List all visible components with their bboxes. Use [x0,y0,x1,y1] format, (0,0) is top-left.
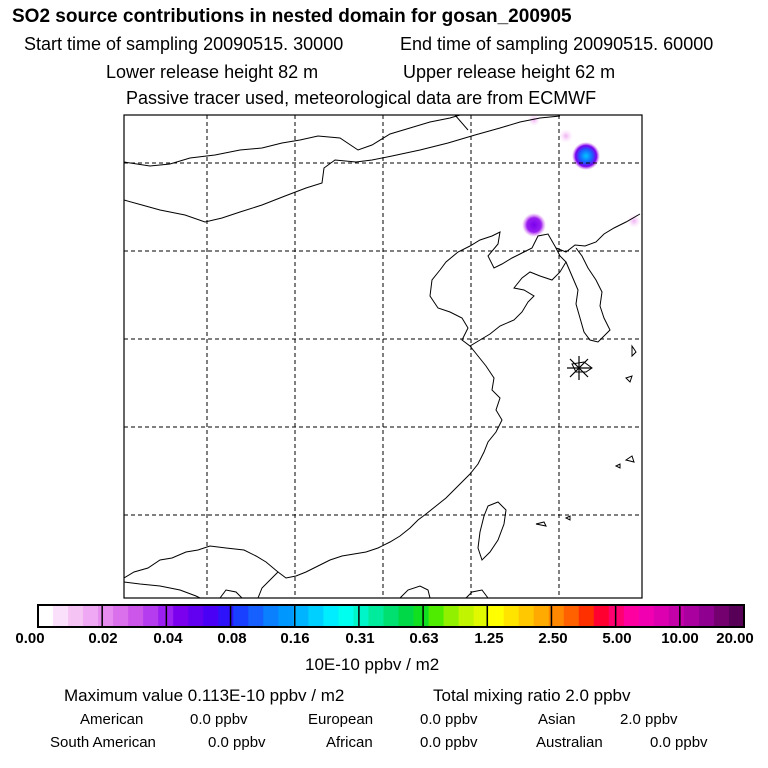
colorbar-swatch [698,605,715,627]
colorbar-swatch [668,605,685,627]
faint-source-spot [528,115,540,126]
faint-source-spot [559,129,573,143]
colorbar-label: 0.16 [280,630,310,647]
upper-release-height: Upper release height 62 m [403,62,616,82]
african-value: 0.0 ppbv [420,734,478,751]
colorbar-label: 0.00 [15,630,45,647]
colorbar-swatch [323,605,340,627]
colorbar-swatch [593,605,610,627]
european-value: 0.0 ppbv [420,711,478,728]
colorbar-swatch [338,605,355,627]
australian-value: 0.0 ppbv [650,734,708,751]
colorbar-swatch [683,605,700,627]
colorbar-label: 0.31 [345,630,375,647]
colorbar-swatch [713,605,730,627]
map-frame [123,114,643,599]
end-sampling-time: End time of sampling 20090515. 60000 [400,34,714,54]
colorbar-swatch [608,605,625,627]
total-mixing-ratio: Total mixing ratio 2.0 ppbv [433,686,631,705]
colorbar-label: 0.02 [88,630,118,647]
colorbar-swatch [53,605,69,627]
source-blob-northeast [572,142,600,170]
american-label: American [80,711,144,728]
source-blob-north [522,213,546,237]
colorbar-label: 0.08 [217,630,247,647]
map-title: SO2 source contributions in nested domai… [12,6,572,27]
colorbar-label: 20.00 [716,630,754,647]
colorbar-swatch [638,605,655,627]
colorbar-swatch [653,605,670,627]
map-plot-area [124,115,642,598]
colorbar-label: 2.50 [538,630,568,647]
faint-source-spot [627,214,641,228]
colorbar-swatch [113,605,129,627]
tracer-note: Passive tracer used, meteorological data… [126,88,597,108]
lower-release-height: Lower release height 82 m [106,62,319,82]
colorbar-swatch [353,605,370,627]
colorbar-swatch [203,605,219,627]
colorbar-swatch [68,605,84,627]
graticule [124,115,642,598]
colorbar-swatch [188,605,204,627]
colorbar-swatch [623,605,640,627]
colorbar-swatch [428,605,445,627]
australian-label: Australian [536,734,603,751]
colorbar-swatch [578,605,595,627]
colorbar-label: 0.63 [409,630,439,647]
colorbar-swatch [98,605,114,627]
european-label: European [308,711,374,728]
start-sampling-time: Start time of sampling 20090515. 30000 [24,34,344,54]
colorbar-swatch [413,605,430,627]
colorbar-swatch [563,605,580,627]
asian-label: Asian [538,711,576,728]
colorbar-swatch [443,605,460,627]
maximum-value: Maximum value 0.113E-10 ppbv / m2 [64,686,345,705]
american-value: 0.0 ppbv [190,711,248,728]
colorbar-label: 10.00 [661,630,699,647]
colorbar-swatch [533,605,550,627]
colorbar-label: 1.25 [474,630,504,647]
colorbar-swatch [518,605,535,627]
colorbar-swatch [728,605,745,627]
coastlines [124,115,641,598]
colorbar-swatch [128,605,144,627]
colorbar-swatch [503,605,520,627]
colorbar-swatch [218,605,234,627]
colorbar-swatch [173,605,189,627]
asian-value: 2.0 ppbv [620,711,678,728]
colorbar-swatch [548,605,565,627]
colorbar [38,605,745,627]
colorbar-swatch [473,605,490,627]
colorbar-swatch [383,605,400,627]
colorbar-swatch [458,605,475,627]
south-american-value: 0.0 ppbv [208,734,266,751]
colorbar-swatch [368,605,385,627]
colorbar-units: 10E-10 ppbv / m2 [305,655,440,674]
african-label: African [326,734,373,751]
colorbar-label: 5.00 [602,630,632,647]
colorbar-swatch [38,605,54,627]
colorbar-label: 0.04 [153,630,183,647]
colorbar-swatch [263,605,279,627]
colorbar-swatch [293,605,309,627]
colorbar-frame [37,604,745,628]
gosan-station-star [567,356,591,380]
south-american-label: South American [50,734,156,751]
colorbar-swatch [233,605,249,627]
colorbar-swatch [143,605,159,627]
colorbar-swatch [248,605,264,627]
colorbar-swatch [488,605,505,627]
colorbar-swatch [83,605,99,627]
colorbar-swatch [308,605,324,627]
colorbar-swatch [398,605,415,627]
colorbar-swatch [278,605,294,627]
